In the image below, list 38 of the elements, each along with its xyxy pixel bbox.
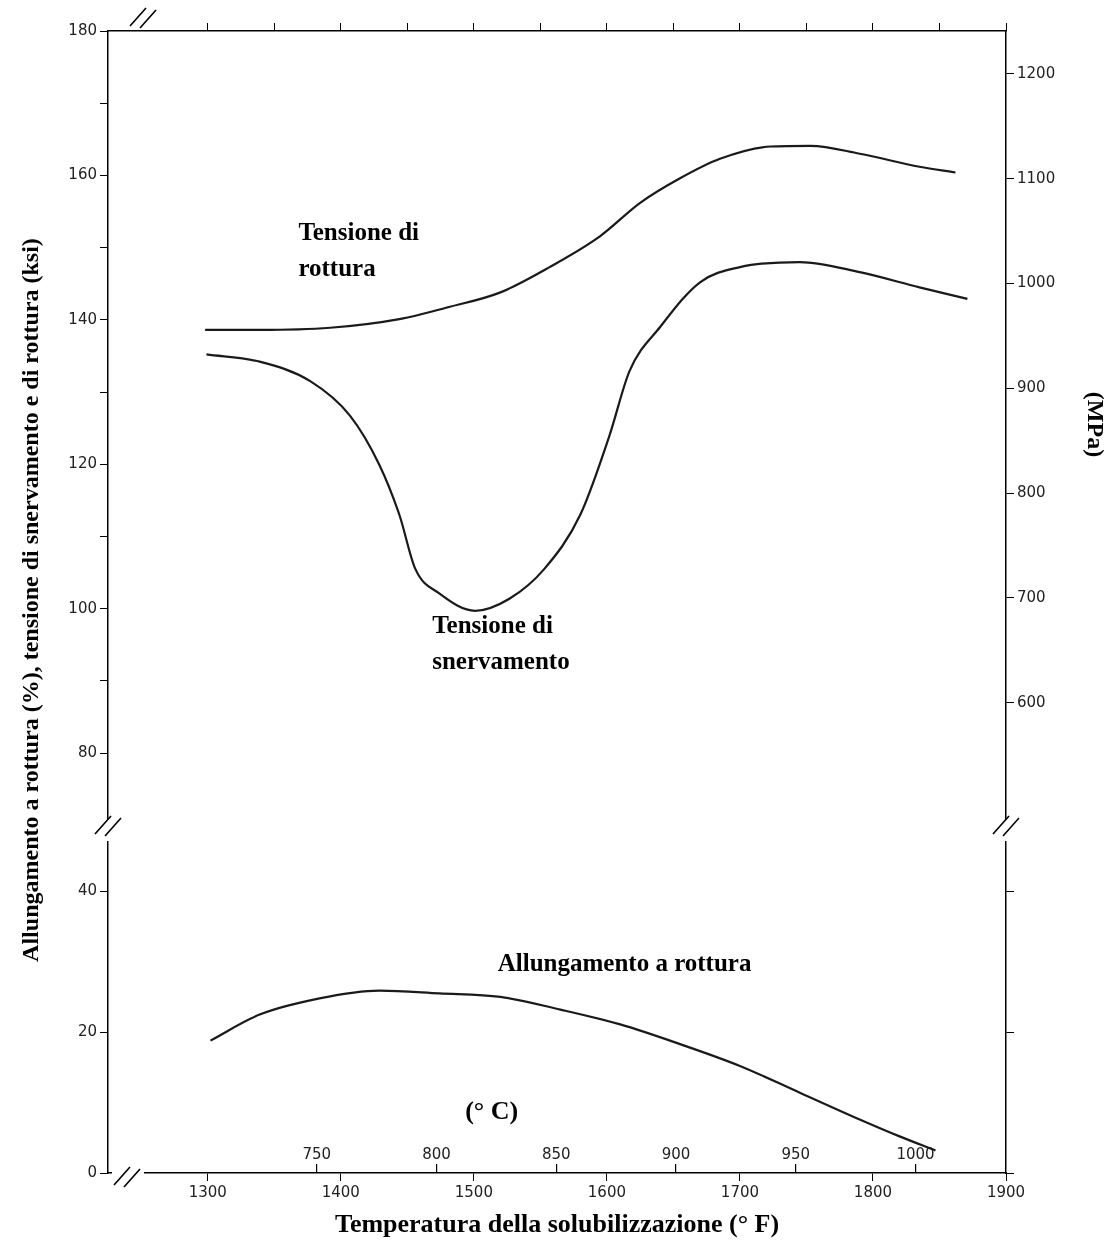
line-series [205, 260, 969, 612]
y-tick-label: 100 [68, 598, 97, 617]
x2-tick-label: 900 [661, 1144, 691, 1163]
x2-tick-label: 950 [781, 1144, 811, 1163]
x2-tick-label: 850 [541, 1144, 571, 1163]
x-tick-label: 1900 [986, 1182, 1026, 1201]
x2-axis-title: (° C) [465, 1095, 519, 1125]
y2-tick-label: 600 [1017, 692, 1046, 711]
x-tick-label: 1400 [321, 1182, 360, 1201]
annotation: Tensione di rottura [298, 217, 420, 281]
x2-tick-label: 750 [302, 1144, 332, 1163]
x-tick-label: 1800 [853, 1182, 893, 1201]
y-tick-label: 0 [87, 1162, 97, 1181]
y-tick-label: 80 [77, 742, 97, 761]
y2-tick-label: 1200 [1017, 63, 1056, 82]
y-axis-title: Allungamento a rottura (%), tensione di snervamento e di rottura (ksi) [16, 238, 44, 962]
y-tick-label: 180 [68, 20, 97, 39]
x-tick-label: 1700 [720, 1182, 760, 1201]
y-tick-label: 160 [68, 165, 97, 184]
x-tick-label: 1600 [587, 1182, 626, 1201]
y-tick-label: 40 [77, 881, 97, 900]
y2-tick-label: 1100 [1017, 168, 1056, 187]
x-tick-label: 1500 [454, 1182, 493, 1201]
x-tick-label: 1300 [188, 1182, 227, 1201]
y2-axis-title: (MPa) [1083, 391, 1110, 458]
line-series [204, 144, 957, 332]
x2-tick-label: 1000 [896, 1144, 935, 1163]
y2-tick-label: 1000 [1017, 273, 1056, 292]
y-tick-label: 120 [68, 454, 97, 473]
y2-tick-label: 800 [1017, 483, 1046, 502]
annotation: Allungamento a rottura [497, 948, 752, 976]
y2-tick-label: 900 [1017, 378, 1046, 397]
y-tick-label: 140 [68, 309, 97, 328]
annotation: Tensione di snervamento [432, 611, 570, 675]
x-axis-title: Temperatura della solubilizzazione (° F) [334, 1209, 780, 1239]
y2-tick-label: 700 [1017, 587, 1046, 606]
y-tick-label: 20 [77, 1022, 97, 1041]
x2-tick-label: 800 [422, 1144, 451, 1163]
